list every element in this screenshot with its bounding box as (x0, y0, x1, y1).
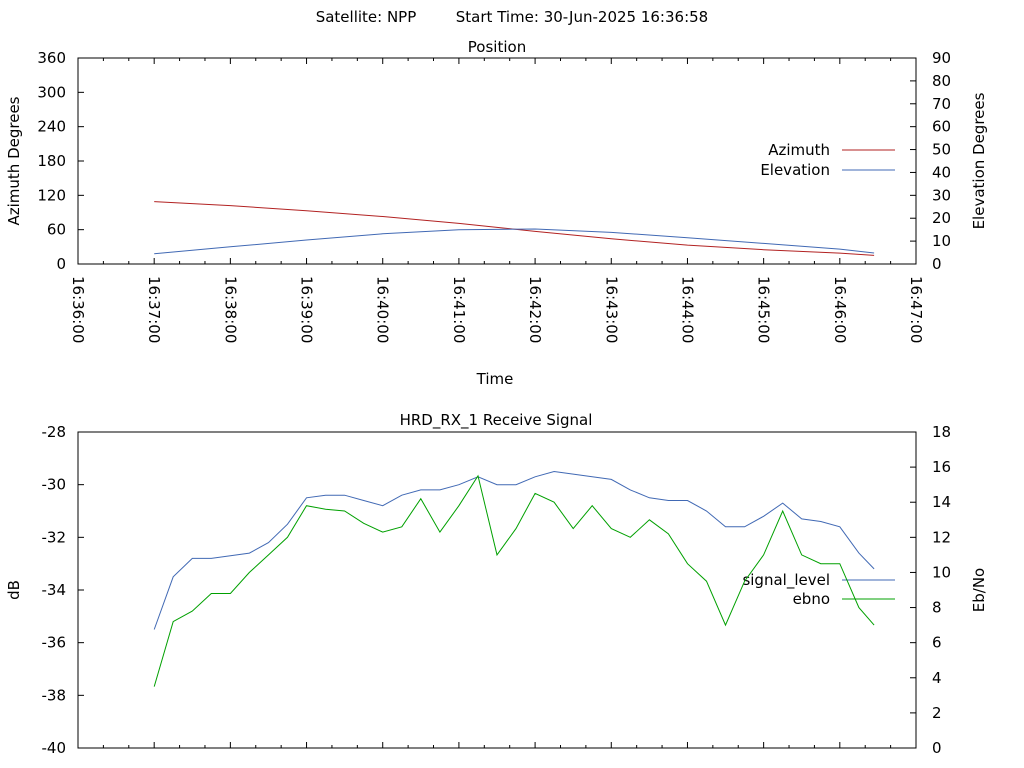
y2-tick-label: 16 (932, 458, 951, 476)
y-tick-label: -32 (42, 528, 67, 546)
db-axis-label: dB (5, 580, 23, 600)
y-tick-label: 120 (37, 186, 66, 204)
y-tick-label: 240 (37, 118, 66, 136)
legend-label-Azimuth: Azimuth (768, 141, 830, 159)
y2-tick-label: 20 (932, 209, 951, 227)
azimuth-axis-label: Azimuth Degrees (5, 96, 23, 225)
y2-tick-label: 12 (932, 528, 951, 546)
series-line-ebno (153, 474, 875, 687)
x-tick-label: 16:39:00 (298, 276, 316, 343)
ebno-axis-label: Eb/No (970, 568, 988, 612)
x-tick-label: 16:41:00 (450, 276, 468, 343)
y-tick-label: -38 (42, 686, 67, 704)
x-tick-label: 16:42:00 (526, 276, 544, 343)
y2-tick-label: 30 (932, 186, 951, 204)
y2-tick-label: 90 (932, 49, 951, 67)
x-tick-label: 16:38:00 (221, 276, 239, 343)
signal-chart: -40 -38 -36 -34 -32 -30 -28 0 2 4 6 8 10 12 14 16 18 sign… (42, 423, 952, 757)
position-chart-title: Position (468, 38, 526, 56)
y2-tick-label: 80 (932, 72, 951, 90)
y2-tick-label: 10 (932, 232, 951, 250)
signal-chart-title: HRD_RX_1 Receive Signal (400, 411, 593, 430)
x-tick-label: 16:47:00 (907, 276, 925, 343)
y-tick-label: 180 (37, 152, 66, 170)
position-chart: 0 60 120 180 240 300 360 0 10 20 30 40 50 60 70 80 90 16:… (37, 49, 951, 343)
x-tick-label: 16:45:00 (755, 276, 773, 343)
y2-tick-label: 0 (932, 739, 942, 757)
y2-tick-label: 50 (932, 141, 951, 159)
y2-tick-label: 60 (932, 118, 951, 136)
time-axis-label: Time (476, 370, 514, 388)
elevation-axis-label: Elevation Degrees (970, 92, 988, 229)
y2-tick-label: 70 (932, 95, 951, 113)
y2-tick-label: 6 (932, 634, 942, 652)
y-tick-label: -28 (42, 423, 67, 441)
x-tick-label: 16:36:00 (69, 276, 87, 343)
series-line-signal_level (153, 470, 875, 630)
y-tick-label: -30 (42, 476, 67, 494)
legend-label-signal_level: signal_level (742, 571, 830, 590)
start-time-label: Start Time: 30-Jun-2025 16:36:58 (456, 8, 708, 26)
x-tick-label: 16:40:00 (374, 276, 392, 343)
y-tick-label: -40 (42, 739, 67, 757)
y-tick-label: -34 (42, 581, 67, 599)
x-tick-label: 16:37:00 (145, 276, 163, 343)
x-tick-label: 16:43:00 (602, 276, 620, 343)
series-line-Elevation (154, 228, 875, 255)
y2-tick-label: 10 (932, 563, 951, 581)
y-tick-label: 0 (56, 255, 66, 273)
y-tick-label: 360 (37, 49, 66, 67)
y-tick-label: -36 (42, 634, 67, 652)
y-tick-label: 300 (37, 83, 66, 101)
x-tick-label: 16:44:00 (678, 276, 696, 343)
y-tick-label: 60 (47, 221, 66, 239)
y2-tick-label: 14 (932, 493, 951, 511)
legend-label-Elevation: Elevation (760, 161, 830, 179)
y2-tick-label: 8 (932, 599, 942, 617)
satellite-label: Satellite: NPP (316, 8, 417, 26)
y2-tick-label: 0 (932, 255, 942, 273)
y2-tick-label: 18 (932, 423, 951, 441)
legend-label-ebno: ebno (793, 590, 830, 608)
plot-frame (77, 431, 917, 749)
x-tick-label: 16:46:00 (831, 276, 849, 343)
y2-tick-label: 4 (932, 669, 942, 687)
series-line-Azimuth (154, 201, 875, 256)
y2-tick-label: 2 (932, 704, 942, 722)
y2-tick-label: 40 (932, 163, 951, 181)
